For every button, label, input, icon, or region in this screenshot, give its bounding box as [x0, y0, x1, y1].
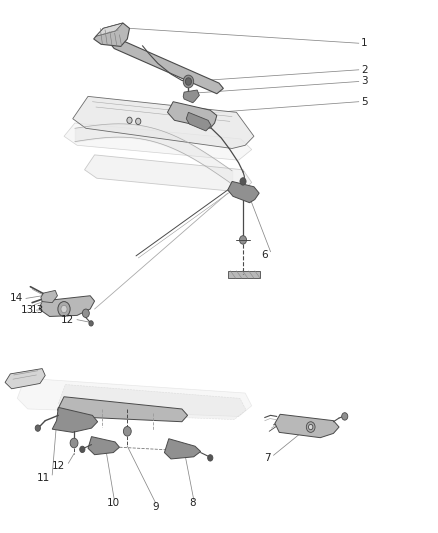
Text: 12: 12 [52, 461, 65, 471]
Circle shape [82, 309, 89, 318]
Polygon shape [64, 123, 252, 160]
Polygon shape [39, 296, 95, 317]
Text: 3: 3 [361, 77, 367, 86]
Circle shape [127, 117, 132, 124]
Circle shape [136, 118, 141, 125]
Text: 8: 8 [190, 498, 196, 508]
Polygon shape [96, 23, 123, 36]
Circle shape [185, 78, 191, 85]
Polygon shape [186, 112, 211, 131]
Text: 1: 1 [361, 38, 367, 48]
Polygon shape [88, 437, 120, 455]
Text: 13: 13 [31, 305, 45, 315]
Polygon shape [164, 439, 201, 459]
Text: 11: 11 [36, 473, 49, 482]
Polygon shape [183, 90, 199, 103]
Circle shape [80, 446, 85, 453]
Circle shape [35, 425, 40, 431]
Circle shape [240, 236, 247, 244]
Polygon shape [228, 181, 259, 203]
Polygon shape [58, 384, 246, 419]
Polygon shape [73, 96, 254, 149]
Text: 14: 14 [10, 293, 23, 303]
Circle shape [208, 455, 213, 461]
Text: 5: 5 [361, 96, 367, 107]
Polygon shape [94, 23, 130, 46]
Polygon shape [167, 102, 217, 128]
Polygon shape [57, 397, 187, 422]
Polygon shape [228, 271, 261, 278]
Circle shape [70, 438, 78, 448]
Polygon shape [52, 407, 98, 432]
Polygon shape [85, 155, 252, 192]
Polygon shape [110, 38, 223, 94]
Circle shape [183, 75, 194, 88]
Circle shape [89, 321, 93, 326]
Circle shape [58, 302, 70, 317]
Text: 13: 13 [21, 305, 34, 315]
Text: 2: 2 [361, 65, 367, 75]
Text: 9: 9 [152, 502, 159, 512]
Polygon shape [41, 290, 57, 303]
Circle shape [342, 413, 348, 420]
Text: 12: 12 [61, 314, 74, 325]
Circle shape [124, 426, 131, 436]
Circle shape [61, 305, 67, 313]
Text: 7: 7 [264, 453, 271, 463]
Circle shape [308, 424, 313, 430]
Circle shape [240, 177, 246, 185]
Text: 6: 6 [261, 250, 268, 260]
Text: 10: 10 [107, 498, 120, 508]
Circle shape [306, 422, 315, 432]
Polygon shape [17, 378, 252, 416]
Polygon shape [275, 414, 339, 438]
Polygon shape [5, 368, 45, 389]
